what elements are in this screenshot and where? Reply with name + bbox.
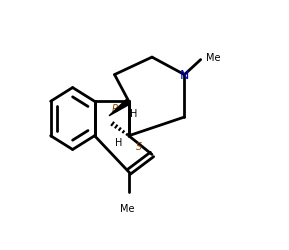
Polygon shape bbox=[109, 100, 131, 116]
Text: R: R bbox=[112, 104, 118, 114]
Text: Me: Me bbox=[206, 52, 220, 62]
Text: Me: Me bbox=[120, 203, 135, 213]
Text: H: H bbox=[129, 109, 137, 119]
Text: S: S bbox=[136, 142, 143, 152]
Text: H: H bbox=[115, 138, 122, 147]
Text: N: N bbox=[180, 69, 189, 82]
